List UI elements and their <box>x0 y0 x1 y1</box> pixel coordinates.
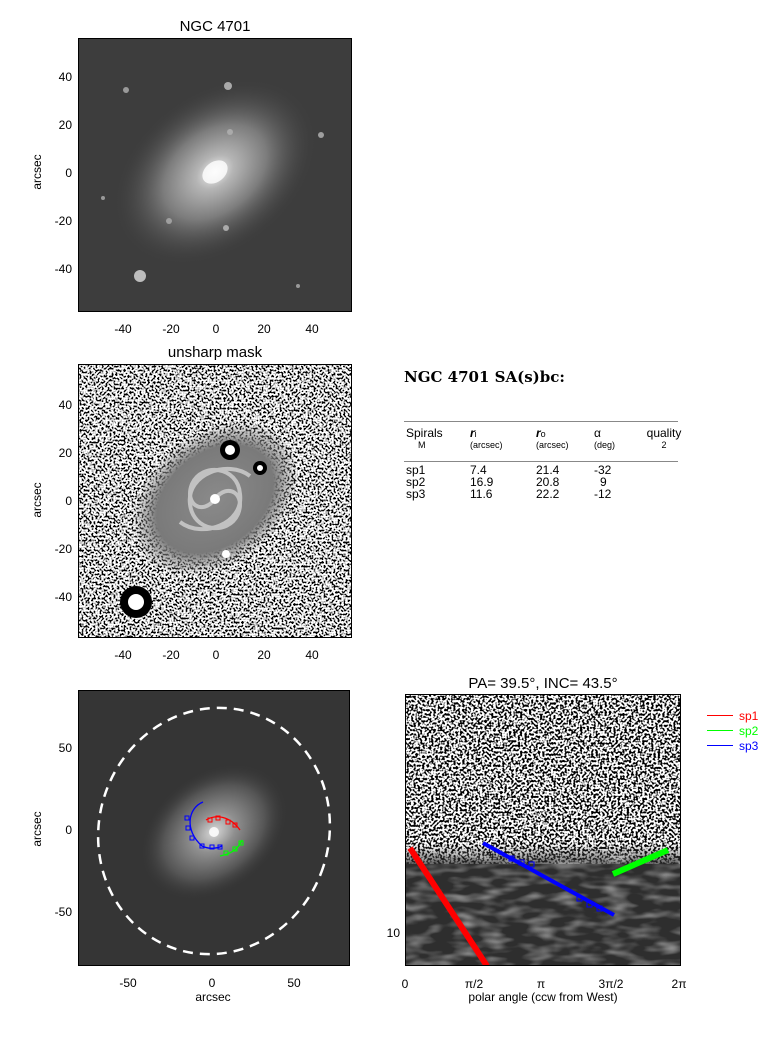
header-alpha: α <box>594 426 601 440</box>
ytick-label: 40 <box>58 70 72 84</box>
cell-name: sp2 <box>406 475 426 489</box>
header-ri-sub: i <box>474 429 477 439</box>
header-alpha-unit: (deg) <box>594 440 616 450</box>
panel1-ylabel: arcsec <box>30 154 44 190</box>
ytick-label: 40 <box>58 398 72 412</box>
legend-swatch <box>707 745 733 746</box>
cell-name: sp3 <box>406 487 426 501</box>
xtick-label: -50 <box>119 976 137 990</box>
header-ro-unit: (arcsec) <box>536 440 569 450</box>
panel4-xlabel: polar angle (ccw from West) <box>468 990 618 1004</box>
legend-label: sp1 <box>739 708 759 723</box>
panel1-title: NGC 4701 <box>179 18 251 35</box>
cell-alpha: -12 <box>594 487 612 501</box>
ytick-label: 20 <box>58 118 72 132</box>
legend-swatch <box>707 715 733 716</box>
xtick-label: π/2 <box>464 977 484 991</box>
cell-ro: 22.2 <box>536 487 560 501</box>
col-ri-header: ri (arcsec) <box>470 426 530 450</box>
col-spirals-header: Spirals M <box>406 426 466 450</box>
ytick-label: -50 <box>54 905 72 919</box>
ytick-label: 50 <box>58 741 72 755</box>
header-quality: quality <box>646 426 682 440</box>
header-ri-unit: (arcsec) <box>470 440 503 450</box>
galaxy-heading: NGC 4701 SA(s)bc: <box>404 368 565 386</box>
ytick-label: -40 <box>54 590 72 604</box>
ytick-label: -20 <box>54 214 72 228</box>
xtick-label: 40 <box>305 648 319 662</box>
panel2-ylabel: arcsec <box>30 482 44 518</box>
xtick-label: π <box>536 977 546 991</box>
xtick-label: 20 <box>257 322 271 336</box>
cell-ro: 21.4 <box>536 463 560 477</box>
cell-ri: 16.9 <box>470 475 494 489</box>
legend-item-sp2: sp2 <box>707 723 758 738</box>
polar-projection-image <box>405 694 681 966</box>
xtick-label: 0 <box>212 322 220 336</box>
cell-name: sp1 <box>406 463 426 477</box>
ytick-label: -40 <box>54 262 72 276</box>
xtick-label: -20 <box>162 648 180 662</box>
col-quality-header: quality 2 <box>642 426 686 450</box>
header-m: M <box>418 440 426 450</box>
panel4-title: PA= 39.5°, INC= 43.5° <box>468 675 618 692</box>
cell-alpha: 9 <box>600 475 607 489</box>
ytick-label: 0 <box>65 823 72 837</box>
xtick-label: 0 <box>208 976 216 990</box>
ytick-label: 20 <box>58 446 72 460</box>
table-top-rule <box>404 421 678 422</box>
header-ro: r <box>536 426 541 440</box>
ytick-label: -20 <box>54 542 72 556</box>
spiral-legend: sp1 sp2 sp3 <box>707 708 758 753</box>
header-ro-sub: o <box>540 429 546 439</box>
panel3-ylabel: arcsec <box>30 811 44 847</box>
header-ri: r <box>470 426 475 440</box>
legend-item-sp1: sp1 <box>707 708 758 723</box>
cell-ri: 7.4 <box>470 463 487 477</box>
overlay-image <box>78 690 350 966</box>
table-mid-rule <box>404 461 678 462</box>
xtick-label: 20 <box>257 648 271 662</box>
xtick-label: 2π <box>671 977 687 991</box>
xtick-label: -20 <box>162 322 180 336</box>
header-spirals: Spirals <box>406 426 443 440</box>
ytick-label: 10 <box>386 926 400 940</box>
xtick-label: 0 <box>212 648 220 662</box>
col-alpha-header: α (deg) <box>594 426 634 450</box>
legend-label: sp2 <box>739 723 759 738</box>
xtick-label: -40 <box>114 322 132 336</box>
ytick-label: 0 <box>65 494 72 508</box>
xtick-label: 0 <box>401 977 409 991</box>
legend-swatch <box>707 730 733 731</box>
cell-ri: 11.6 <box>470 487 493 501</box>
panel3-xlabel: arcsec <box>195 990 231 1004</box>
legend-label: sp3 <box>739 738 759 753</box>
xtick-label: 40 <box>305 322 319 336</box>
xtick-label: 3π/2 <box>598 977 624 991</box>
unsharp-mask-image <box>78 364 352 638</box>
ytick-label: 0 <box>65 166 72 180</box>
header-quality-value: 2 <box>661 440 667 450</box>
cell-ro: 20.8 <box>536 475 560 489</box>
legend-item-sp3: sp3 <box>707 738 758 753</box>
xtick-label: -40 <box>114 648 132 662</box>
cell-alpha: -32 <box>594 463 612 477</box>
panel2-title: unsharp mask <box>167 344 263 361</box>
col-ro-header: ro (arcsec) <box>536 426 596 450</box>
xtick-label: 50 <box>287 976 301 990</box>
galaxy-image <box>78 38 352 312</box>
